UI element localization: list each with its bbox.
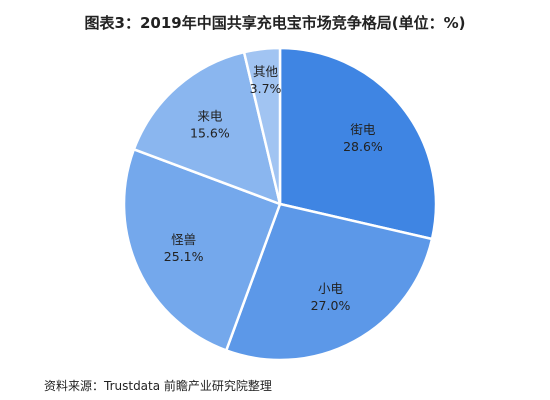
pie-slice-1 [224,202,434,362]
slice-value-label-4: 3.7% [250,81,282,96]
pie-slice-4 [242,46,282,206]
pie-labels: 街电 28.6% 小电 27.0% 怪兽 25.1% 来电 15.6% 其他 3.7% [164,64,383,313]
pie-slice-3 [132,50,282,206]
slice-value-label-2: 25.1% [164,249,204,264]
slice-name-label-4: 其他 [253,64,279,79]
slice-name-label-2: 怪兽 [171,232,196,247]
slice-name-label-0: 街电 [350,122,376,137]
slice-name-label-3: 来电 [197,108,223,123]
pie-slice-2 [122,148,282,352]
pie-slice-0 [278,46,438,241]
slice-name-label-1: 小电 [318,281,344,296]
slice-value-label-0: 28.6% [343,139,383,154]
slice-value-label-1: 27.0% [311,298,351,313]
slice-value-label-3: 15.6% [190,125,230,140]
pie-slices [122,46,438,362]
source-note: 资料来源：Trustdata 前瞻产业研究院整理 [44,379,272,393]
chart-title: 图表3：2019年中国共享充电宝市场竞争格局(单位：%) [84,14,466,32]
